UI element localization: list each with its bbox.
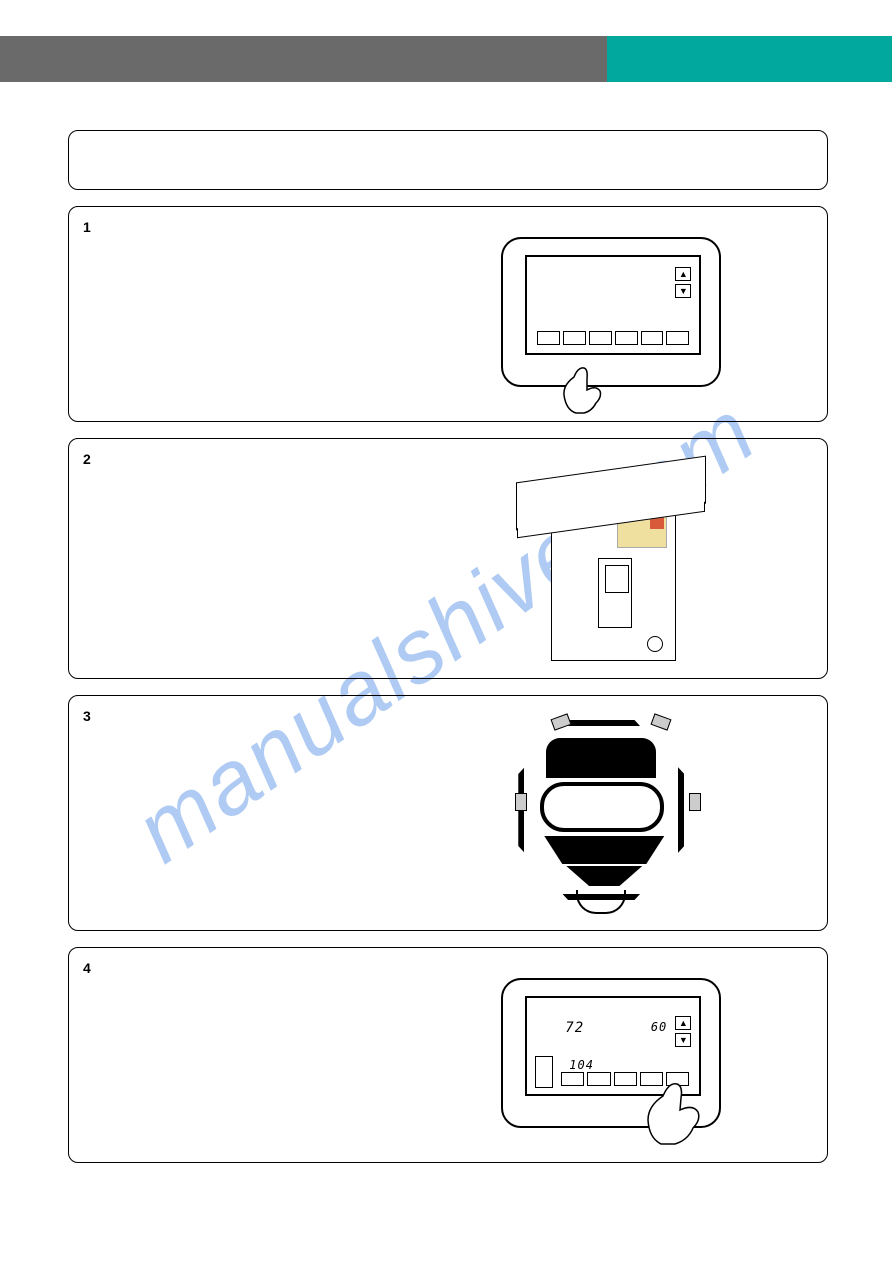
gauge-clip: [689, 793, 701, 811]
room-temp-display: 72: [565, 1020, 584, 1036]
step-4-panel: 4 ▲ ▼ 72 60 104: [68, 947, 828, 1163]
gauge-bottom: [544, 836, 664, 864]
step-2-illustration: [390, 451, 813, 666]
step-4-num: 4: [83, 960, 380, 976]
gauge-wire: [576, 890, 626, 914]
arrow-buttons: ▲ ▼: [675, 1016, 693, 1050]
gauge-clip: [515, 793, 527, 811]
mode-button: [535, 1056, 553, 1088]
step-2-num: 2: [83, 451, 380, 467]
arrow-buttons: ▲ ▼: [675, 267, 693, 301]
intro-panel: [68, 130, 828, 190]
step-1-text: 1: [83, 219, 390, 409]
step-1-panel: 1 ▲ ▼: [68, 206, 828, 422]
down-arrow-icon: ▼: [675, 1033, 691, 1047]
content-area: 1 ▲ ▼: [68, 130, 828, 1179]
thermostat-screen: ▲ ▼: [525, 255, 701, 355]
gauge-illustration: [496, 708, 706, 918]
step-3-illustration: [390, 708, 813, 918]
step-2-panel: 2: [68, 438, 828, 679]
gauge-display: [540, 782, 664, 832]
step-3-text: 3: [83, 708, 390, 918]
page-number: 6: [20, 96, 26, 108]
pressing-finger-icon: [556, 365, 611, 415]
step-1-num: 1: [83, 219, 380, 235]
thermostat-body: ▲ ▼: [501, 237, 721, 387]
step-1-illustration: ▲ ▼: [390, 219, 813, 409]
step-2-text: 2: [83, 451, 390, 666]
step-3-num: 3: [83, 708, 380, 724]
step-4-text: 4: [83, 960, 390, 1150]
header-bar: [0, 36, 892, 82]
up-arrow-icon: ▲: [675, 267, 691, 281]
pressing-finger-icon: [643, 1076, 713, 1146]
thermostat-settemp-illustration: ▲ ▼ 72 60 104: [461, 960, 741, 1150]
knockout-hole: [647, 636, 663, 652]
breaker-switch: [598, 558, 632, 628]
up-arrow-icon: ▲: [675, 1016, 691, 1030]
gauge-top: [546, 738, 656, 778]
thermostat-press-illustration: ▲ ▼: [461, 219, 741, 409]
down-arrow-icon: ▼: [675, 284, 691, 298]
gauge-clip: [651, 713, 672, 730]
step-4-illustration: ▲ ▼ 72 60 104: [390, 960, 813, 1150]
disconnect-lid: [516, 456, 706, 531]
set-temp-display: 60: [651, 1020, 667, 1034]
step-3-panel: 3: [68, 695, 828, 931]
aux-display: 104: [569, 1058, 594, 1072]
button-row: [537, 331, 689, 347]
disconnect-box-illustration: [496, 451, 706, 666]
header-teal-block: [607, 36, 892, 82]
header-grey-block: [0, 36, 607, 82]
